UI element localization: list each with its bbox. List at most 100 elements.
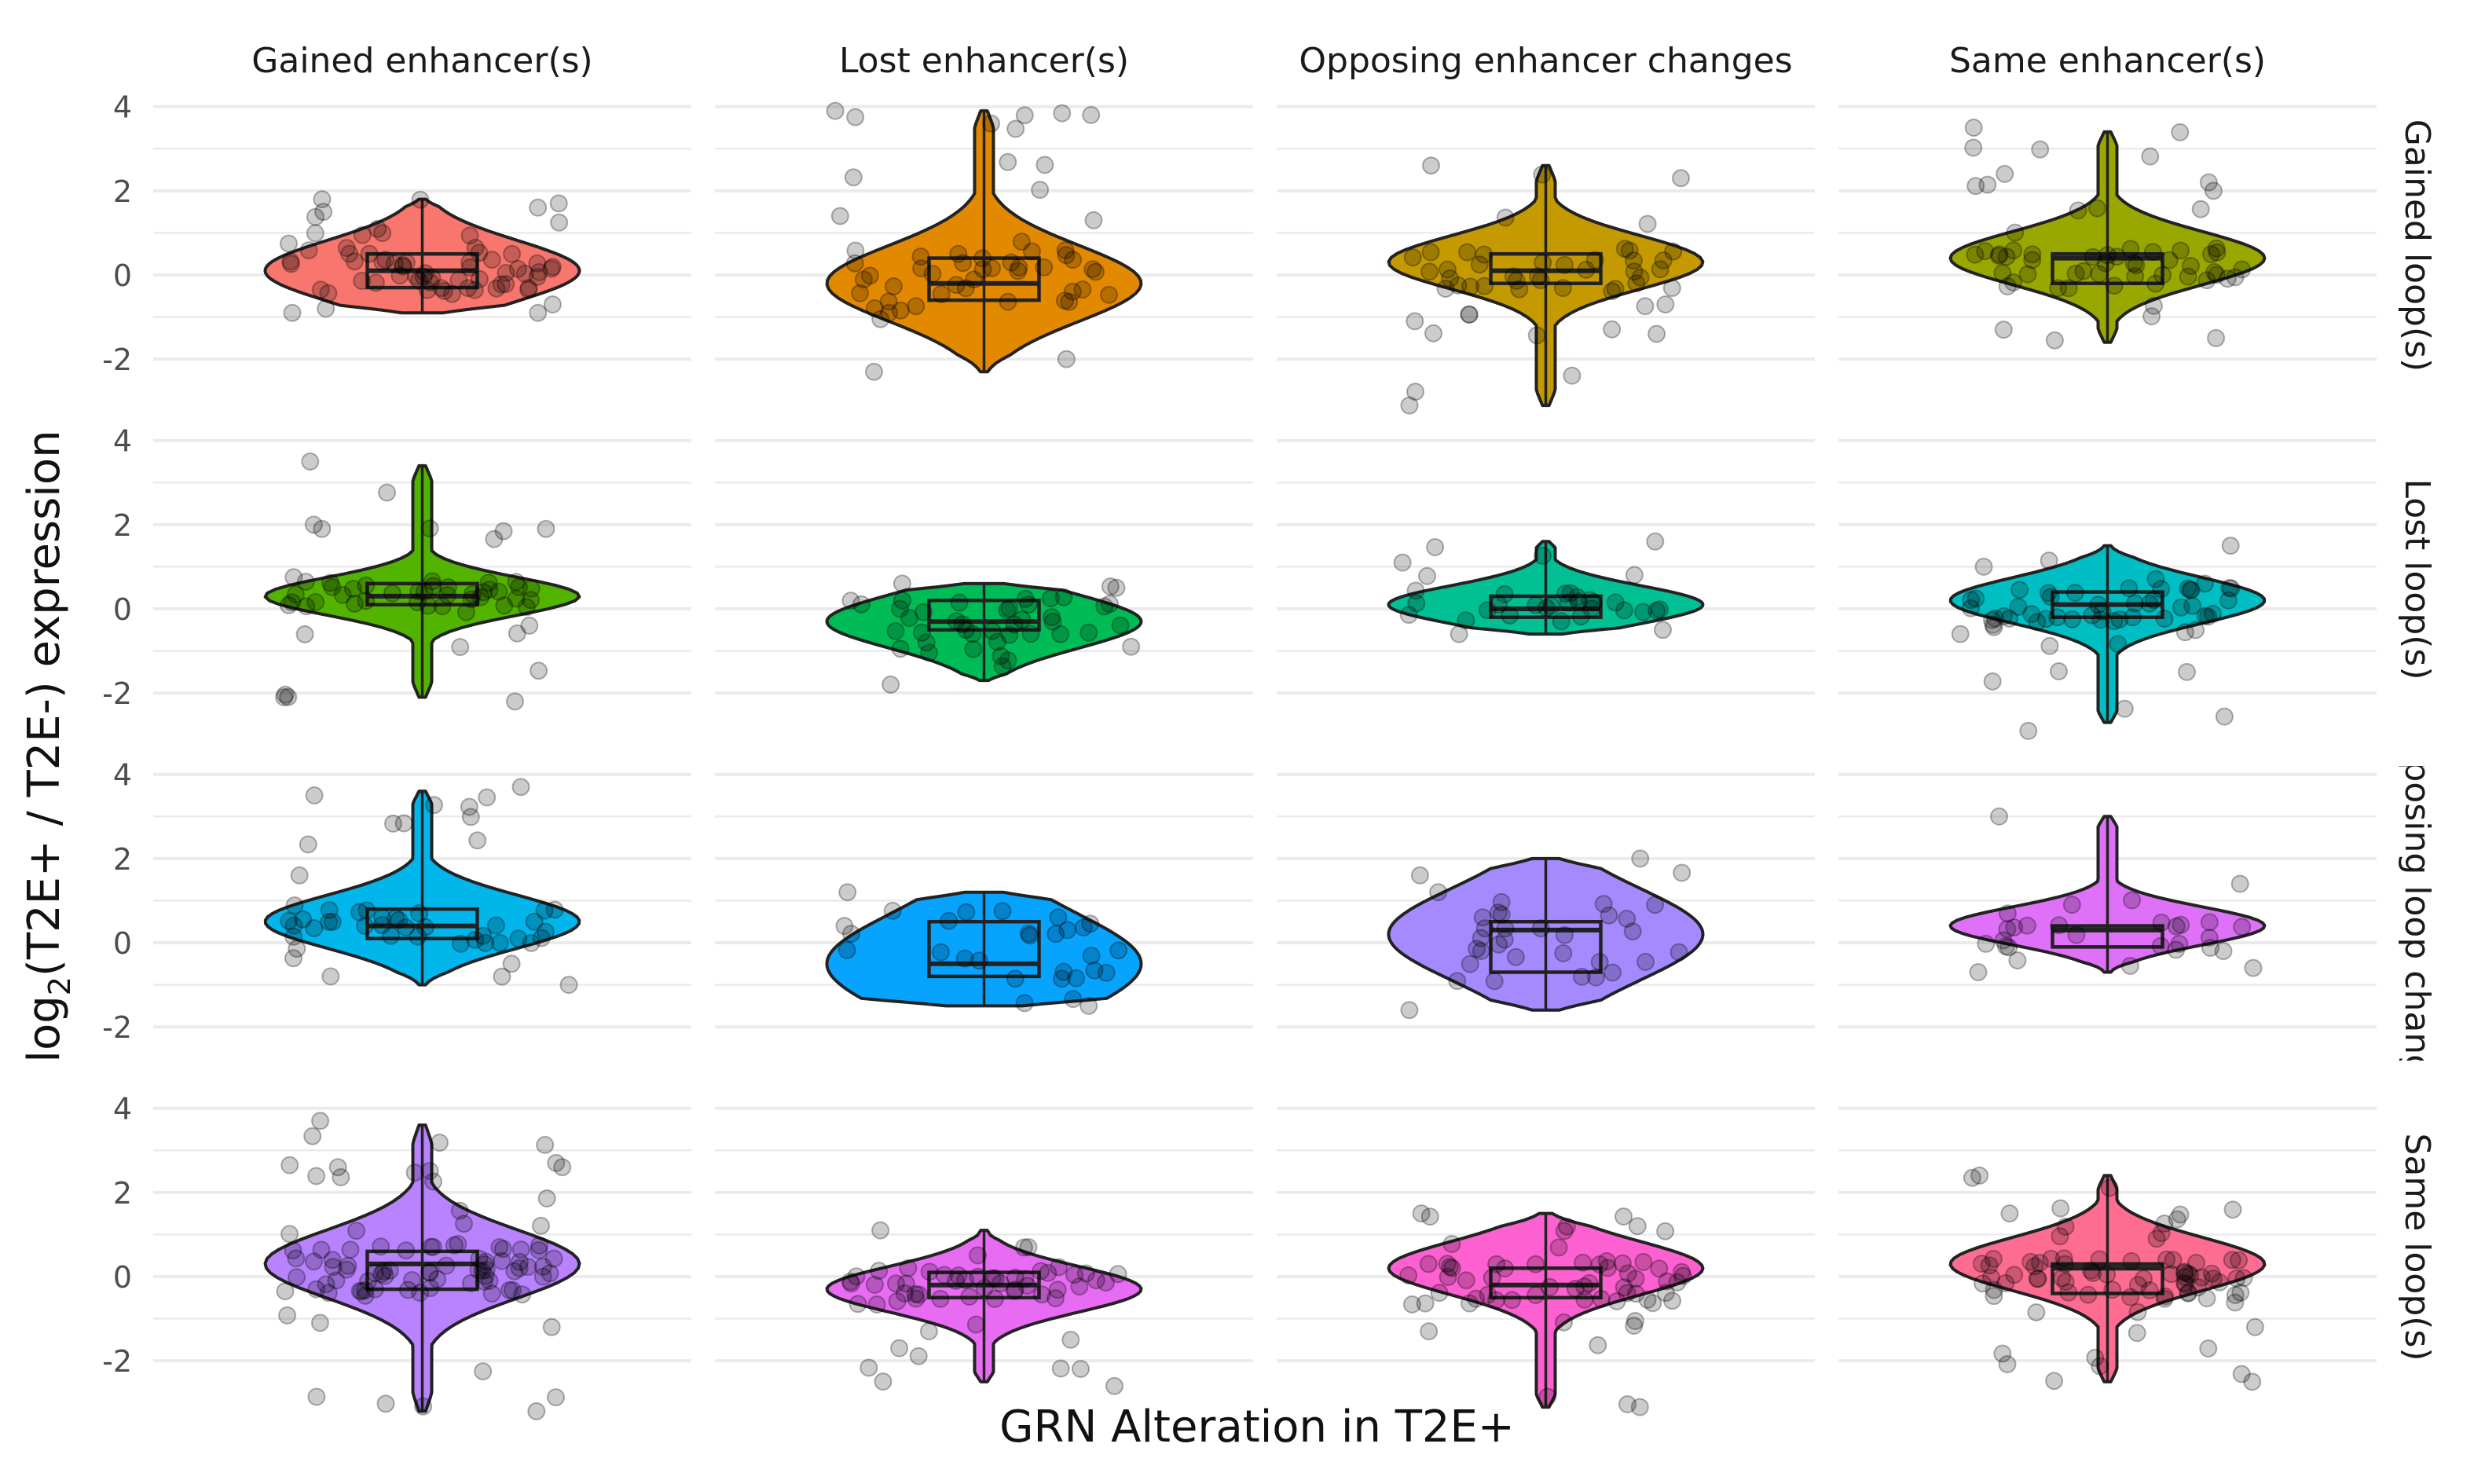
data-point <box>1537 599 1556 617</box>
outlier-point <box>892 574 911 593</box>
data-point <box>2022 605 2041 624</box>
data-point <box>284 927 303 946</box>
data-point <box>1461 955 1479 973</box>
data-point <box>372 916 391 935</box>
data-point <box>2127 256 2146 275</box>
data-point <box>306 207 324 226</box>
data-point <box>1580 1273 1599 1292</box>
data-point <box>420 519 439 538</box>
outlier-point <box>1994 321 2013 339</box>
data-point <box>1983 610 2001 629</box>
data-point <box>983 1269 1002 1288</box>
outlier-point <box>2221 537 2240 555</box>
data-point <box>356 1286 375 1305</box>
data-point <box>1046 925 1065 944</box>
data-point <box>983 258 1002 277</box>
data-point <box>303 1127 322 1145</box>
data-point <box>1000 599 1019 618</box>
outlier-point <box>1656 295 1675 313</box>
data-point <box>953 615 972 634</box>
data-point <box>317 1275 335 1294</box>
data-point <box>2192 1268 2211 1287</box>
data-point <box>969 951 988 970</box>
data-point <box>932 943 951 962</box>
data-point <box>337 1260 356 1279</box>
data-point <box>2199 607 2217 626</box>
data-point <box>1063 282 1082 301</box>
outlier-point <box>543 295 562 313</box>
data-point <box>920 1262 939 1281</box>
y-tick-label: 0 <box>113 258 132 293</box>
data-point <box>517 598 536 617</box>
data-point <box>842 1274 860 1293</box>
data-point <box>1070 1277 1089 1296</box>
data-point <box>1627 274 1646 293</box>
data-point <box>1442 1235 1461 1253</box>
data-point <box>2023 251 2042 269</box>
data-point <box>2062 896 2081 914</box>
column-label: Same enhancer(s) <box>1949 41 2266 81</box>
data-point <box>432 279 451 298</box>
data-point <box>421 1279 440 1298</box>
data-point <box>1057 246 1076 265</box>
data-point <box>282 255 300 273</box>
data-point <box>449 1235 467 1253</box>
data-point <box>2204 604 2222 623</box>
data-point <box>2168 1210 2186 1229</box>
y-axis-title-rest: (T2E+ / T2E-) expression <box>19 430 70 977</box>
data-point <box>547 1388 565 1407</box>
data-point <box>2000 609 2019 628</box>
data-point <box>1625 262 1644 281</box>
data-point <box>1016 1270 1035 1288</box>
data-point <box>2231 1283 2250 1302</box>
data-point <box>2018 916 2036 935</box>
data-point <box>477 1252 495 1271</box>
data-point <box>2204 1270 2223 1288</box>
data-point <box>372 1265 391 1284</box>
data-point <box>1636 297 1655 316</box>
data-point <box>339 1256 357 1275</box>
data-point <box>1568 588 1586 606</box>
data-point <box>1984 615 2003 634</box>
data-point <box>398 1281 417 1299</box>
data-point <box>2027 1303 2046 1321</box>
data-point <box>2226 268 2245 287</box>
data-point <box>306 592 325 611</box>
data-point <box>1662 279 1681 298</box>
data-point <box>372 1237 390 1256</box>
data-point <box>419 596 438 615</box>
data-point <box>1644 1294 1662 1313</box>
data-point <box>479 573 498 592</box>
y-tick-label: 2 <box>113 508 132 543</box>
data-point <box>1598 1259 1617 1277</box>
data-point <box>1006 119 1025 138</box>
data-point <box>2167 917 2186 936</box>
data-point <box>1506 947 1525 966</box>
data-point <box>1561 584 1580 603</box>
data-point <box>1472 929 1490 947</box>
data-point <box>860 266 879 285</box>
data-point <box>1990 245 2009 264</box>
data-point <box>2156 1287 2175 1306</box>
outlier-point <box>1057 350 1076 368</box>
data-point <box>2084 247 2102 266</box>
data-point <box>1496 1259 1514 1278</box>
data-point <box>384 814 402 833</box>
data-point <box>844 168 863 187</box>
data-point <box>1574 1253 1593 1272</box>
data-point <box>1620 241 1639 260</box>
data-point <box>2031 140 2050 159</box>
outlier-point <box>328 1158 347 1177</box>
data-point <box>1496 919 1515 938</box>
data-point <box>1575 1277 1594 1296</box>
data-point <box>2059 279 2078 298</box>
data-point <box>1101 577 1120 595</box>
data-point <box>285 896 304 914</box>
data-point <box>2172 241 2190 260</box>
data-point <box>2164 1251 2183 1270</box>
data-point <box>2223 1200 2242 1219</box>
data-point <box>999 651 1017 670</box>
data-point <box>1625 251 1643 270</box>
data-point <box>2049 279 2068 298</box>
data-point <box>1978 175 1997 194</box>
